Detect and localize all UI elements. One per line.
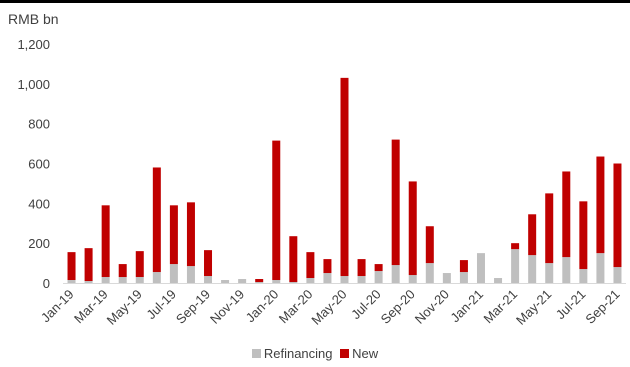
bar-new [562,171,571,258]
bar-refinancing [238,279,247,283]
bar-new [459,260,468,273]
bar-new [340,77,349,277]
bar-refinancing [528,255,537,283]
legend: Refinancing New [0,346,630,361]
bar-new [408,181,417,276]
bar-refinancing [459,272,468,283]
bar-new [511,243,520,250]
bar-refinancing [101,277,110,283]
y-tick-label: 200 [28,236,50,251]
bar-refinancing [562,257,571,283]
bar-refinancing [374,271,383,283]
bar-new [135,251,144,278]
y-tick-label: 800 [28,117,50,132]
bar-new [67,252,76,281]
bar-refinancing [357,276,366,283]
bar-new [169,205,178,265]
bar-new [323,259,332,274]
bar-new [204,250,213,277]
bar-new [545,193,554,264]
bar-new [391,139,400,266]
x-tick-label: Jan-20 [243,287,282,326]
x-tick-label: Nov-19 [207,287,247,327]
y-axis: 0 200 400 600 800 1,000 1,200 [17,37,50,291]
bar-new [579,201,588,270]
bar-new [255,279,264,283]
bar-refinancing [596,253,605,284]
bar-refinancing [84,281,93,283]
bar-new [596,156,605,254]
y-tick-label: 1,000 [17,77,50,92]
bar-refinancing [289,282,298,283]
legend-label-refinancing: Refinancing [263,346,333,361]
y-tick-label: 600 [28,157,50,172]
bar-new [374,264,383,272]
bar-refinancing [579,269,588,283]
bar-refinancing [391,265,400,283]
y-tick-label: 400 [28,196,50,211]
bar-new [101,205,110,278]
bar-refinancing [613,267,622,283]
x-tick-label: Nov-20 [412,287,452,327]
bars [67,77,622,284]
unit-label: RMB bn [8,11,59,27]
bar-new [357,259,366,277]
bar-new [613,163,622,268]
x-tick-label: Sep-21 [582,287,622,327]
legend-swatch-refinancing [251,349,261,358]
bar-refinancing [221,280,230,283]
x-tick-label: Mar-19 [71,287,111,327]
bar-refinancing [186,266,195,283]
legend-item-new: New [340,346,378,361]
x-axis: Jan-19Mar-19May-19Jul-19Sep-19Nov-19Jan-… [38,287,623,328]
x-tick-label: May-19 [104,287,145,328]
x-tick-label: Jan-19 [38,287,77,326]
bar-refinancing [204,276,213,283]
bar-refinancing [545,263,554,283]
bar-refinancing [408,275,417,283]
bar-new [118,264,127,278]
legend-swatch-new [340,349,350,358]
y-tick-label: 0 [43,276,50,291]
bar-new [289,236,298,283]
legend-label-new: New [352,346,379,361]
bar-refinancing [255,282,264,283]
bar-refinancing [476,253,485,284]
x-tick-label: Mar-20 [276,287,316,327]
bar-new [306,252,315,279]
bar-refinancing [135,277,144,283]
x-tick-label: Sep-19 [173,287,213,327]
bar-new [528,214,537,256]
bar-refinancing [169,264,178,283]
bar-refinancing [442,273,451,283]
bar-new [152,167,161,273]
bar-refinancing [306,278,315,283]
bar-new [425,226,434,264]
bar-refinancing [118,277,127,283]
bar-refinancing [152,272,161,283]
x-tick-label: May-21 [513,287,554,328]
x-tick-label: Sep-20 [378,287,418,327]
bar-refinancing [272,280,281,283]
bar-refinancing [67,280,76,283]
bar-refinancing [323,273,332,283]
y-tick-label: 1,200 [17,37,50,52]
x-tick-label: Jan-21 [447,287,486,326]
bar-new [186,202,195,267]
bar-new [272,140,281,281]
x-tick-label: Mar-21 [480,287,520,327]
bar-refinancing [340,276,349,283]
bar-refinancing [494,278,503,283]
bar-refinancing [425,263,434,283]
x-tick-label: May-20 [308,287,349,328]
top-border [0,0,630,3]
bar-refinancing [511,249,520,283]
bar-new [84,248,93,282]
legend-item-refinancing: Refinancing [251,346,333,361]
